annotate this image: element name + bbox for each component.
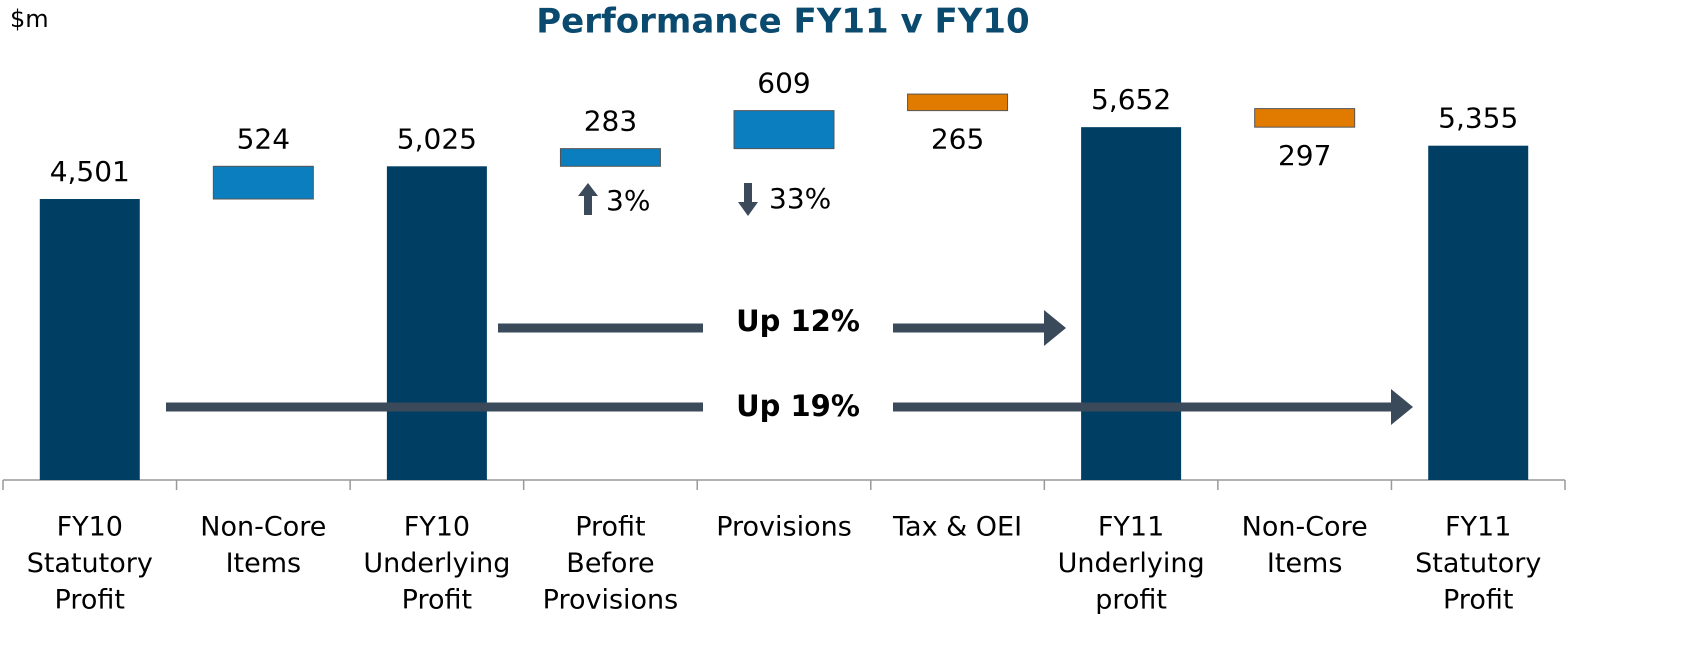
x-tick-label: profit [1095, 585, 1167, 616]
bar [1254, 108, 1356, 128]
chart-title: Performance FY11 v FY10 [536, 2, 1029, 42]
x-tick-label: Profit [55, 585, 125, 616]
annotation: 33% [769, 182, 831, 215]
arrow-line [893, 402, 1395, 412]
x-tick-label: Underlying [363, 548, 510, 579]
x-tick-label: FY11 [1098, 512, 1164, 543]
value-label: 283 [584, 105, 637, 138]
bar [386, 166, 487, 480]
x-tick-label: FY10 [404, 512, 470, 543]
x-tick-label: Underlying [1058, 548, 1205, 579]
x-tick-label: Provisions [716, 512, 852, 543]
bar [559, 148, 661, 167]
annotation: Up 19% [736, 389, 860, 423]
x-tick-label: Items [1267, 548, 1343, 579]
x-tick-label: Provisions [543, 585, 679, 616]
arrow-head [1044, 310, 1066, 346]
value-label: 4,501 [50, 155, 130, 188]
value-label: 297 [1278, 139, 1331, 172]
annotation: 3% [606, 184, 650, 217]
value-label: 265 [931, 123, 984, 156]
bar [39, 199, 140, 480]
x-tick-label: Before [566, 548, 654, 579]
x-tick-label: Profit [1443, 585, 1513, 616]
arrow-line [498, 323, 703, 333]
arrow-line [893, 323, 1048, 333]
x-tick-label: Profit [575, 512, 645, 543]
x-tick-label: Statutory [27, 548, 153, 579]
value-label: 524 [237, 122, 290, 155]
x-tick-label: FY10 [57, 512, 123, 543]
value-label: 5,025 [397, 122, 477, 155]
bars: 4,501 524 5,025 283 609 265 5,652 297 5,355 [39, 67, 1529, 480]
bar [1081, 127, 1182, 480]
bar [1428, 145, 1529, 480]
x-axis: FY10 Statutory Profit Non-Core Items FY10 Unde… [2, 479, 1566, 616]
arrows [166, 183, 1413, 425]
bar [212, 165, 314, 200]
unit-label: $m [10, 5, 49, 33]
x-tick-label: Statutory [1415, 548, 1541, 579]
value-label: 609 [757, 67, 810, 100]
value-label: 5,355 [1438, 102, 1518, 135]
x-tick-label: FY11 [1445, 512, 1511, 543]
x-tick-label: Non-Core [200, 512, 326, 543]
annotation: Up 12% [736, 304, 860, 338]
bar [907, 93, 1009, 112]
x-tick-label: Tax & OEI [892, 512, 1022, 543]
annotations: 3% 33% Up 12% Up 19% [606, 182, 860, 423]
x-tick-label: Non-Core [1242, 512, 1368, 543]
arrow-head [1391, 389, 1413, 425]
arrow-line [166, 402, 703, 412]
x-tick-label: Profit [402, 585, 472, 616]
value-label: 5,652 [1091, 83, 1171, 116]
x-tick-label: Items [226, 548, 302, 579]
up-arrow [578, 183, 598, 215]
down-arrow [738, 183, 758, 216]
bar [733, 110, 835, 150]
